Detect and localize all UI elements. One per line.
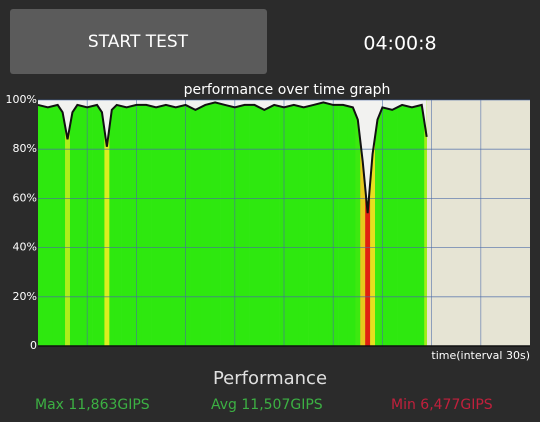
plot: 0 20% 40% 60% 80% 100% [6,93,530,352]
performance-strip [407,100,418,346]
performance-strip [170,100,181,346]
y-tick-label: 20% [13,290,37,303]
performance-strip [92,100,100,346]
performance-strip [210,100,221,346]
performance-strip [141,100,152,346]
performance-strip [288,100,300,346]
performance-strip [360,100,366,346]
performance-strip [370,100,376,346]
y-tick-label: 80% [13,142,37,155]
performance-line [37,101,428,214]
y-tick-label: 0 [30,339,37,352]
performance-strip [397,100,408,346]
performance-strip [308,100,319,346]
y-tick-label: 100% [6,93,37,106]
performance-strip [38,100,44,346]
performance-strip [347,100,356,346]
performance-strip [60,100,66,346]
performance-strip [121,100,132,346]
summary-title: Performance [213,368,327,389]
performance-strip [318,100,329,346]
chart-title: performance over time graph [184,82,391,98]
performance-strip [375,100,381,346]
performance-strip [69,100,76,346]
max-stat: Max 11,863GIPS [35,397,150,413]
performance-strip [239,100,250,346]
performance-strip [65,100,71,346]
performance-strip [99,100,105,346]
performance-strip [42,100,54,346]
performance-strip [269,100,280,346]
performance-strip [109,100,115,346]
performance-strip [104,100,110,346]
performance-strip [424,100,427,346]
performance-strip [365,100,371,346]
performance-strip [416,100,425,346]
start-button-label[interactable]: START TEST [88,32,189,52]
x-axis-label: time(interval 30s) [431,349,530,362]
performance-strip [379,100,388,346]
performance-strip [52,100,61,346]
performance-strip [387,100,398,346]
performance-strip [190,100,201,346]
performance-strip [151,100,162,346]
performance-strip [355,100,361,346]
performance-strip [114,100,122,346]
performance-strip [249,100,260,346]
performance-strip [220,100,231,346]
avg-stat: Avg 11,507GIPS [211,397,323,413]
y-tick-label: 60% [13,191,37,204]
performance-strip [338,100,349,346]
performance-strip [298,100,309,346]
start-button[interactable] [10,9,267,74]
min-stat: Min 6,477GIPS [391,397,493,413]
timer: 04:00:8 [363,33,436,55]
performance-strip [200,100,211,346]
y-tick-label: 40% [13,241,37,254]
performance-strip [259,100,270,346]
performance-strip [161,100,172,346]
performance-strip [74,100,83,346]
